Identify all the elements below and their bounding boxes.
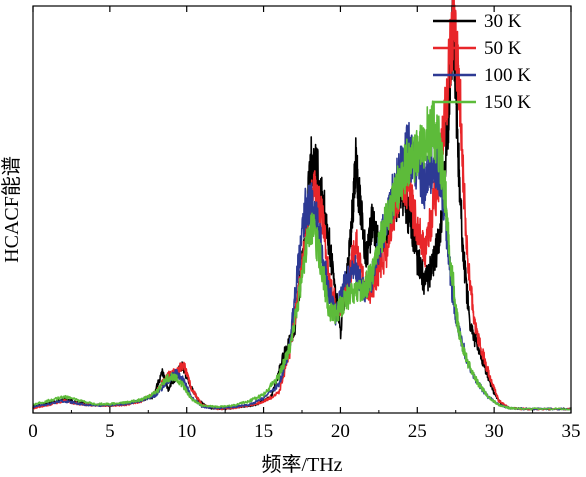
x-tick-label: 20 [331,421,350,442]
legend-label: 30 K [484,11,522,32]
series-line-30-k [32,0,572,411]
x-tick-label: 30 [485,421,504,442]
x-tick-label: 0 [28,421,38,442]
series-line-50-k [32,0,572,411]
legend: 30 K 50 K 100 K 150 K [433,11,531,113]
x-tick-label: 15 [254,421,273,442]
x-tick-label: 25 [408,421,427,442]
x-tick-label: 10 [177,421,196,442]
legend-label: 100 K [484,65,531,86]
x-tick-label: 5 [105,421,115,442]
x-axis-label: 频率/THz [261,453,342,476]
y-axis-label: HCACF能谱 [0,156,23,263]
x-tick-labels: 0 5 10 15 20 25 30 35 [28,421,580,442]
plot-lines [32,0,572,411]
legend-label: 50 K [484,38,522,59]
axis-ticks [32,6,572,413]
legend-label: 150 K [484,92,531,113]
series-line-150-k [32,100,572,411]
x-tick-label: 35 [562,421,581,442]
